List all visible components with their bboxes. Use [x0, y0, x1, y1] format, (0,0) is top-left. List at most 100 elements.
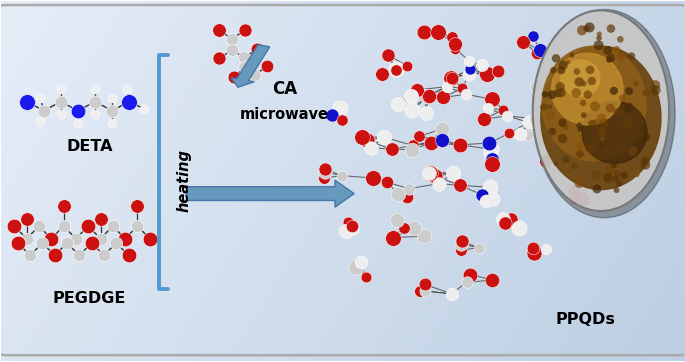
Point [434, 181, 445, 186]
Point [240, 27, 251, 33]
Point [571, 90, 582, 96]
Point [575, 143, 586, 149]
Point [123, 252, 134, 258]
Point [640, 158, 651, 164]
Point [145, 236, 155, 241]
Point [477, 192, 488, 198]
Point [577, 196, 588, 202]
Point [346, 223, 357, 229]
Point [457, 85, 468, 91]
Point [529, 251, 540, 256]
Point [122, 86, 133, 92]
Point [353, 261, 364, 267]
Point [590, 119, 601, 125]
Point [34, 223, 45, 229]
Text: PEGDGE: PEGDGE [53, 291, 126, 306]
Point [594, 35, 605, 41]
Point [605, 166, 616, 172]
Point [630, 81, 641, 87]
Point [608, 88, 619, 94]
Point [547, 129, 558, 134]
Point [132, 203, 143, 209]
Point [447, 75, 458, 81]
Point [635, 131, 646, 137]
Point [461, 279, 472, 285]
Point [555, 84, 566, 90]
Point [485, 184, 496, 190]
Ellipse shape [534, 9, 675, 218]
Point [238, 64, 249, 70]
Point [348, 226, 359, 232]
Point [559, 83, 570, 88]
Point [523, 132, 534, 138]
Point [498, 107, 509, 113]
Point [226, 37, 237, 42]
Point [356, 134, 367, 140]
Point [530, 84, 541, 90]
Point [534, 47, 545, 53]
Point [505, 216, 516, 222]
Point [586, 121, 597, 126]
Point [514, 225, 525, 231]
Point [386, 146, 397, 152]
Point [560, 124, 571, 130]
Point [614, 181, 625, 186]
Point [480, 198, 491, 203]
Point [640, 162, 651, 168]
Point [107, 121, 118, 126]
Point [446, 291, 457, 296]
Point [594, 31, 605, 37]
Point [557, 120, 568, 126]
Point [541, 246, 552, 252]
Point [612, 170, 623, 176]
Point [365, 145, 376, 151]
Ellipse shape [582, 101, 647, 163]
Point [551, 161, 562, 167]
Point [214, 27, 225, 33]
Point [575, 151, 586, 157]
Point [575, 126, 586, 132]
Point [425, 140, 436, 146]
Point [488, 196, 499, 202]
Point [591, 186, 602, 192]
Point [455, 182, 466, 188]
Point [393, 191, 403, 197]
Point [402, 194, 413, 200]
Point [545, 113, 556, 118]
Point [407, 143, 418, 148]
Point [326, 113, 337, 118]
Point [99, 252, 110, 258]
Point [616, 147, 627, 153]
Point [539, 78, 550, 84]
Point [430, 173, 441, 179]
Point [548, 67, 559, 73]
Point [611, 187, 622, 193]
Point [482, 105, 493, 111]
Point [479, 116, 490, 122]
Point [547, 92, 558, 98]
Point [608, 162, 619, 168]
Point [649, 82, 660, 88]
Point [90, 111, 101, 117]
Point [556, 90, 566, 96]
Point [605, 105, 616, 111]
Point [578, 81, 589, 87]
Point [393, 101, 403, 106]
Point [563, 59, 574, 65]
Point [582, 92, 593, 97]
Point [558, 62, 569, 68]
Point [584, 67, 595, 73]
Point [465, 67, 476, 72]
Point [538, 104, 549, 110]
Text: DETA: DETA [66, 139, 113, 154]
Point [598, 121, 609, 126]
Point [606, 26, 616, 31]
Point [615, 37, 626, 42]
Point [58, 203, 69, 209]
Point [360, 274, 371, 280]
Point [21, 99, 32, 105]
Point [622, 119, 633, 125]
Point [73, 121, 84, 126]
Point [425, 170, 436, 176]
Point [540, 158, 551, 164]
